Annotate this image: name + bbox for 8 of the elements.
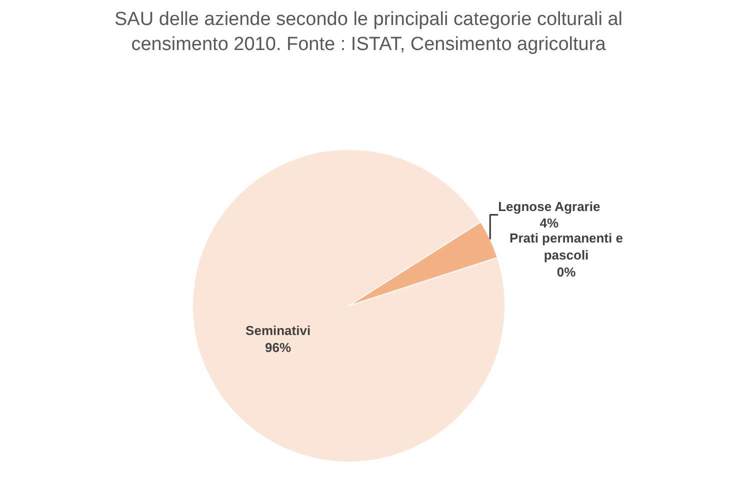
text: 0% xyxy=(556,264,576,280)
chart-title: SAU delle aziende secondo le principali categorie colturali al censimento 2010. Fonte : ISTAT, Censimento agricoltura xyxy=(114,9,623,55)
data-label: 96% xyxy=(265,340,292,355)
category-label: Prati permanenti e pascoli xyxy=(510,230,623,263)
pie-slice xyxy=(348,222,498,306)
slice-label: Seminativi xyxy=(246,323,311,338)
data-label: 4% xyxy=(540,216,559,231)
slice-label: Legnose Agrarie xyxy=(498,198,600,214)
